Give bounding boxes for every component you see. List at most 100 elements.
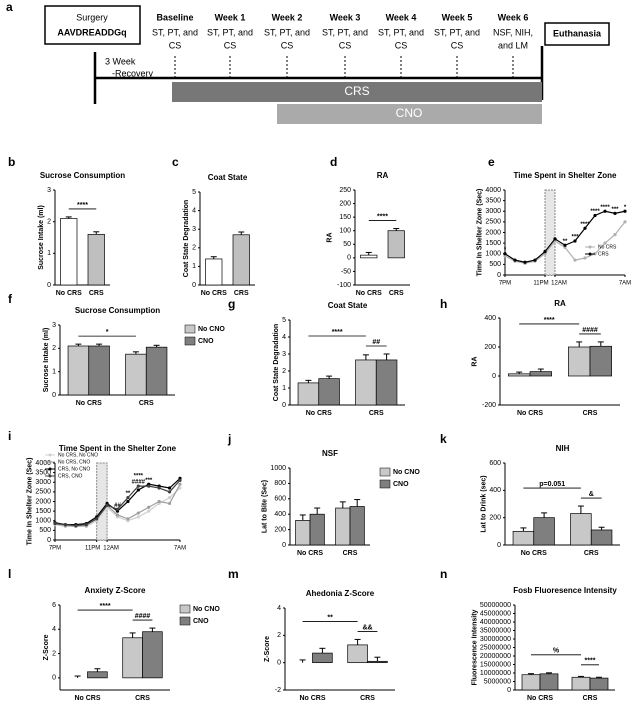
week-tests: CS <box>169 40 182 50</box>
x-tick-label: No CRS <box>74 695 100 702</box>
legend-marker <box>588 252 592 256</box>
point <box>623 209 627 213</box>
significance: && <box>362 624 372 631</box>
y-axis-label: RA <box>327 232 334 242</box>
point <box>603 209 607 213</box>
chart-title: Sucrose Consumption <box>40 171 125 180</box>
significance: #### <box>135 613 151 620</box>
y-tick-label: 3 <box>192 226 196 233</box>
bar <box>142 631 163 679</box>
legend-marker <box>48 474 52 478</box>
y-tick-label: -50 <box>341 268 351 275</box>
x-tick-label: 11PM <box>85 546 100 552</box>
bar <box>360 254 378 259</box>
panel-label: f <box>8 292 13 306</box>
y-tick-label: 200 <box>274 526 286 533</box>
significance: **** <box>377 213 388 220</box>
x-tick-label: 12AM <box>103 546 119 552</box>
point <box>74 523 78 528</box>
y-tick-label: 800 <box>274 480 286 487</box>
chart: b Sucrose Consumption 0 1 2 3 Sucrose Intake (… <box>8 155 125 297</box>
week-tests: ST, PT, and <box>434 27 480 37</box>
y-tick-label: 1000 <box>270 465 286 472</box>
point <box>95 517 99 521</box>
point <box>157 499 161 504</box>
y-tick-label: 3500 <box>485 197 501 204</box>
chart-title: Coat State <box>208 173 248 182</box>
chart-title: Ahedonia Z-Score <box>306 589 375 598</box>
week-name: Week 2 <box>272 12 303 22</box>
panel-label: c <box>172 155 179 169</box>
timeline: a Surgery AAVDREADDGq 3 Week -Recovery E… <box>6 0 610 124</box>
y-tick-label: 1500 <box>35 508 51 515</box>
chart-title: NSF <box>322 449 338 458</box>
significance: **** <box>100 603 111 610</box>
point <box>178 486 182 490</box>
y-tick-label: 2500 <box>35 489 51 496</box>
legend-label: CNO <box>393 481 409 488</box>
y-axis-label: Lat to Bite (Sec) <box>262 480 269 533</box>
panel-label: i <box>8 429 11 443</box>
chart-title: Fosb Fluoresence Intensity <box>513 586 617 595</box>
bar <box>145 346 168 396</box>
week-name: Week 1 <box>215 12 246 22</box>
y-tick-label: 5 <box>282 317 286 324</box>
chart-title: RA <box>554 299 566 308</box>
chart-title: Sucrose Consumption <box>75 306 160 315</box>
annotation: *** <box>571 235 579 241</box>
y-axis-label: Fluorescence Intensity <box>471 609 478 685</box>
annotation: * <box>504 247 507 253</box>
x-tick-label: 7PM <box>49 546 61 552</box>
y-tick-label: 3000 <box>35 479 51 486</box>
panel-label: h <box>440 297 447 311</box>
legend-label: No CRS, CNO <box>58 459 90 465</box>
x-tick-label: CRS <box>234 290 249 297</box>
point <box>136 484 140 488</box>
point <box>147 505 151 509</box>
week-name: Baseline <box>156 12 193 22</box>
legend-swatch <box>184 336 196 346</box>
y-tick-label: 200 <box>339 200 351 207</box>
y-tick-label: 0 <box>282 402 286 409</box>
significance: **** <box>77 202 88 209</box>
point <box>167 486 172 490</box>
cno-bar <box>277 104 542 124</box>
y-tick-label: 600 <box>274 496 286 503</box>
significance: **** <box>585 658 596 665</box>
y-tick-label: 1000 <box>485 251 501 258</box>
legend-swatch <box>179 604 191 614</box>
x-tick-label: CRS <box>360 695 375 702</box>
week-name: Week 5 <box>442 12 473 22</box>
bar <box>539 673 559 691</box>
legend-swatch <box>179 616 191 626</box>
legend-label: CRS, No CNO <box>58 466 90 472</box>
y-tick-label: 3000 <box>485 208 501 215</box>
legend-label: CNO <box>198 338 214 345</box>
y-tick-label: 0 <box>52 675 56 682</box>
point <box>603 241 607 245</box>
x-tick-label: No CRS <box>306 410 332 417</box>
y-tick-label: 4 <box>282 334 286 341</box>
x-tick-label: CRS <box>343 550 358 557</box>
point <box>593 213 597 218</box>
y-tick-label: 2 <box>192 245 196 252</box>
legend-marker <box>588 245 592 249</box>
recovery: 3 Week <box>105 56 136 66</box>
legend-swatch <box>379 479 391 489</box>
point <box>553 237 557 241</box>
x-tick-label: CRS <box>583 410 598 417</box>
point <box>513 258 517 262</box>
legend-label: CNO <box>193 618 209 625</box>
significance: **** <box>332 329 343 336</box>
legend-label: No CRS <box>598 244 617 250</box>
point <box>523 260 527 264</box>
bar <box>387 230 405 259</box>
point <box>126 517 130 521</box>
x-tick-label: CRS <box>584 550 599 557</box>
bar <box>232 234 250 286</box>
y-tick-label: 2000 <box>35 498 51 505</box>
y-tick-label: -200 <box>482 402 496 409</box>
y-tick-label: 3 <box>47 187 51 194</box>
y-tick-label: 15000000 <box>480 661 511 668</box>
